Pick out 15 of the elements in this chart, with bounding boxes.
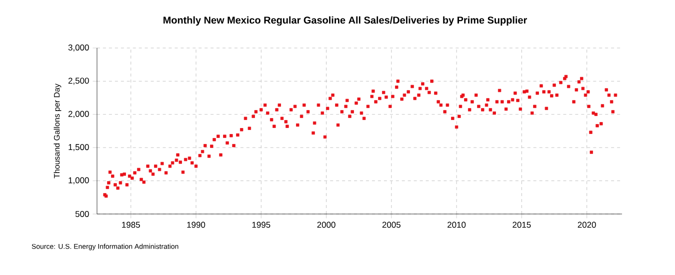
x-tick-label: 1985	[122, 222, 140, 228]
y-tick-label: 2,000	[68, 110, 89, 118]
x-tick-label: 1995	[252, 222, 270, 228]
y-tick-label: 1,500	[68, 144, 89, 152]
x-tick-label: 2020	[578, 222, 596, 228]
y-tick-label: 500	[75, 211, 89, 217]
x-tick-label: 2000	[317, 222, 336, 228]
y-tick-label: 1,000	[68, 177, 89, 184]
x-tick-label: 2010	[448, 222, 466, 228]
y-tick-label: 2,500	[68, 78, 89, 85]
x-tick-label: 2015	[512, 222, 531, 228]
x-tick-label: 2005	[382, 222, 400, 228]
x-tick-label: 1990	[187, 222, 206, 228]
y-tick-label: 3,000	[68, 44, 89, 52]
chart-title: Monthly New Mexico Regular Gasoline All Sales/Deliveries by Prime Supplier	[164, 16, 528, 26]
